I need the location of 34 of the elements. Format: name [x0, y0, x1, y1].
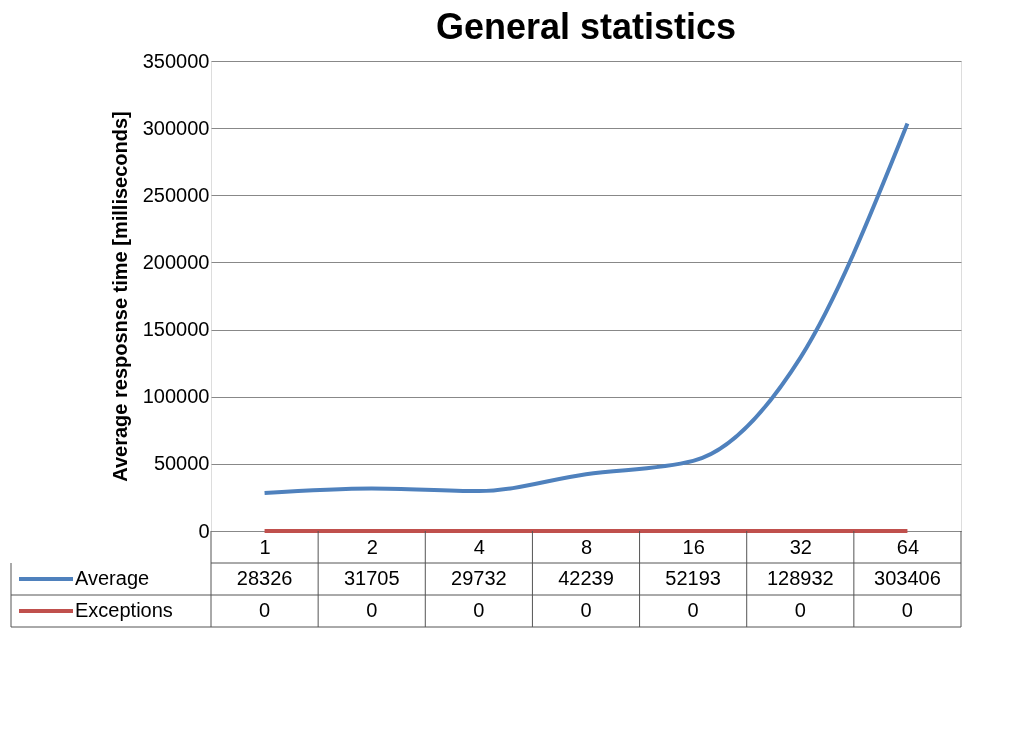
data-label: 0	[901, 599, 913, 621]
x-tick-label: 2	[366, 535, 378, 558]
data-label: 0	[259, 599, 271, 621]
x-tick-label: 8	[580, 535, 593, 558]
x-tick-label: 32	[789, 535, 812, 558]
x-tick-label: 64	[896, 535, 920, 558]
chart-title: General statistics	[435, 6, 737, 47]
y-tick-label: 200000	[142, 250, 210, 273]
legend-label: Exceptions	[75, 599, 173, 621]
y-tick-label: 100000	[142, 385, 210, 408]
y-tick-label: 300000	[142, 116, 210, 139]
y-tick-label: 150000	[142, 318, 210, 341]
data-label: 31705	[343, 567, 400, 589]
data-label: 28326	[236, 567, 293, 589]
y-tick-label: 50000	[153, 452, 210, 475]
data-label: 0	[473, 599, 485, 621]
x-tick-label: 4	[473, 535, 485, 558]
y-tick-label: 0	[198, 519, 210, 542]
data-label: 42239	[558, 567, 614, 589]
y-tick-label: 250000	[142, 183, 210, 206]
data-label: 0	[366, 599, 378, 621]
x-tick-label: 1	[259, 535, 271, 558]
x-tick-label: 16	[682, 535, 705, 558]
line-series	[262, 121, 910, 495]
data-label: 29732	[451, 567, 507, 589]
legend-label: Average	[75, 567, 150, 589]
data-label: 0	[687, 599, 699, 621]
data-label: 52193	[665, 567, 721, 589]
data-label: 0	[580, 599, 592, 621]
data-label: 303406	[874, 567, 941, 589]
data-label: 0	[794, 599, 806, 621]
y-axis-title: Average resposnse time [milliseconds]	[108, 111, 131, 482]
data-label: 128932	[766, 567, 834, 589]
y-tick-label: 350000	[142, 49, 210, 72]
